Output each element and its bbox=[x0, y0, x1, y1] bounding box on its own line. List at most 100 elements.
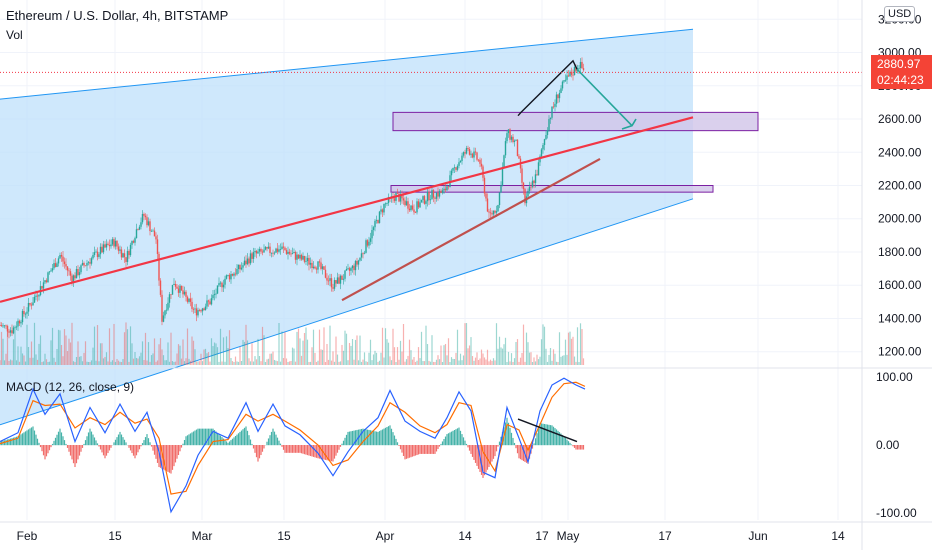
volume-bar bbox=[392, 328, 394, 365]
volume-bar bbox=[348, 342, 351, 365]
volume-bar bbox=[134, 351, 136, 365]
volume-bar bbox=[90, 360, 93, 365]
candle-body bbox=[468, 149, 471, 155]
volume-bar bbox=[266, 359, 268, 365]
volume-bar bbox=[176, 353, 178, 365]
candle-body bbox=[86, 263, 88, 266]
volume-bar bbox=[200, 353, 202, 365]
macd-histogram-bar bbox=[167, 445, 169, 472]
macd-histogram-bar bbox=[518, 445, 520, 459]
volume-bar bbox=[110, 361, 112, 365]
volume-bar bbox=[170, 332, 172, 365]
candle-body bbox=[543, 139, 546, 146]
candle-body bbox=[326, 277, 328, 281]
macd-histogram-bar bbox=[272, 428, 274, 446]
candle-body bbox=[102, 244, 105, 253]
volume-bar bbox=[447, 338, 450, 365]
macd-histogram-bar bbox=[237, 433, 240, 446]
volume-bar bbox=[264, 361, 267, 365]
candle-body bbox=[105, 243, 108, 248]
macd-histogram-bar bbox=[480, 445, 483, 475]
macd-histogram-bar bbox=[404, 445, 406, 460]
volume-bar bbox=[9, 359, 12, 365]
volume-bar bbox=[86, 361, 88, 365]
volume-bar bbox=[483, 357, 486, 365]
macd-histogram-bar bbox=[255, 445, 258, 458]
time-tick-label: Mar bbox=[192, 529, 213, 543]
candle-body bbox=[548, 119, 550, 131]
candle-body bbox=[264, 246, 267, 250]
candle-body bbox=[113, 239, 115, 247]
macd-histogram-bar bbox=[236, 434, 238, 446]
candle-body bbox=[269, 246, 271, 253]
macd-histogram-bar bbox=[68, 445, 70, 452]
volume-bar bbox=[68, 338, 70, 365]
candle-body bbox=[446, 186, 448, 191]
macd-histogram-bar bbox=[153, 445, 156, 455]
candle-body bbox=[120, 249, 123, 258]
candle-body bbox=[108, 244, 111, 247]
macd-histogram-bar bbox=[50, 445, 52, 448]
macd-histogram-bar bbox=[89, 428, 91, 446]
volume-bar bbox=[573, 356, 576, 365]
macd-histogram-bar bbox=[119, 431, 121, 446]
macd-histogram-bar bbox=[501, 432, 504, 446]
volume-bar bbox=[542, 324, 544, 365]
volume-bar bbox=[84, 341, 87, 365]
volume-bar bbox=[123, 332, 126, 365]
volume-bar bbox=[312, 329, 315, 365]
macd-histogram-bar bbox=[14, 437, 16, 446]
macd-histogram-bar bbox=[534, 438, 537, 446]
volume-bar bbox=[273, 359, 276, 365]
volume-bar bbox=[549, 348, 552, 365]
macd-histogram-bar bbox=[578, 445, 580, 450]
macd-histogram-bar bbox=[345, 434, 348, 446]
volume-bar bbox=[575, 361, 577, 365]
macd-histogram-bar bbox=[95, 440, 97, 446]
volume-bar bbox=[14, 328, 16, 365]
volume-bar bbox=[41, 361, 43, 365]
candle-body bbox=[96, 251, 99, 257]
macd-histogram-bar bbox=[81, 445, 84, 448]
currency-button[interactable]: USD bbox=[884, 6, 916, 22]
candle-body bbox=[263, 249, 265, 253]
candle-body bbox=[423, 196, 426, 204]
volume-bar bbox=[570, 338, 573, 365]
volume-bar bbox=[267, 358, 270, 365]
macd-histogram-bar bbox=[15, 436, 18, 446]
volume-bar bbox=[467, 348, 469, 365]
candle-body bbox=[479, 159, 481, 164]
macd-histogram-bar bbox=[572, 445, 574, 447]
candle-body bbox=[452, 167, 454, 171]
macd-histogram-bar bbox=[251, 443, 253, 446]
volume-bar bbox=[257, 338, 259, 365]
macd-histogram-bar bbox=[218, 434, 220, 446]
volume-bar bbox=[470, 337, 472, 365]
macd-histogram-bar bbox=[375, 431, 378, 446]
candle-body bbox=[347, 268, 349, 270]
volume-bar bbox=[92, 347, 94, 365]
volume-bar bbox=[480, 349, 483, 365]
candle-body bbox=[431, 190, 433, 200]
macd-histogram-bar bbox=[497, 445, 499, 447]
candle-body bbox=[198, 310, 201, 311]
macd-histogram-bar bbox=[420, 445, 423, 454]
volume-bar bbox=[63, 329, 66, 365]
macd-histogram-bar bbox=[248, 435, 250, 446]
macd-histogram-bar bbox=[411, 445, 414, 457]
volume-bar bbox=[233, 361, 235, 365]
macd-histogram-bar bbox=[387, 426, 390, 446]
macd-histogram-bar bbox=[498, 441, 501, 446]
candle-body bbox=[21, 311, 24, 323]
volume-bar bbox=[419, 358, 421, 365]
volume-bar bbox=[395, 361, 397, 365]
candle-body bbox=[126, 251, 129, 262]
volume-bar bbox=[557, 361, 559, 365]
candle-body bbox=[537, 162, 540, 176]
volume-bar bbox=[195, 361, 198, 365]
macd-histogram-bar bbox=[347, 431, 349, 446]
macd-histogram-bar bbox=[36, 438, 39, 446]
volume-bar bbox=[393, 347, 396, 365]
time-tick-label: 17 bbox=[535, 529, 549, 543]
